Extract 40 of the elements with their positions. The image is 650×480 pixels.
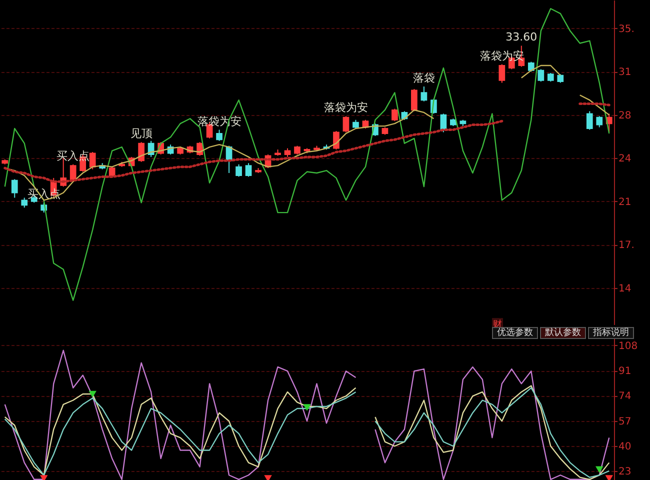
candlestick [342,116,350,133]
candlestick [11,178,18,198]
text: 落袋为安 [324,101,368,114]
candlestick [596,116,603,128]
annotation: 默认参数 [540,327,586,339]
y-tick-label: 24 [618,154,632,165]
candlestick [236,164,242,178]
candlestick [420,86,428,102]
annotation: 指标说明 [588,327,634,339]
point [596,466,604,473]
candlestick [216,129,222,142]
candlestick [411,88,418,112]
y-tick-label: 35. [618,24,634,35]
y-tick-label: 108 [618,340,638,352]
y-tick-label: 74 [618,391,632,402]
candlestick [138,142,144,162]
text: 见顶 [130,127,152,140]
y-tick-label: 23 [618,466,632,478]
point [303,404,311,411]
candlestick [538,68,544,82]
y-tick-label: 21 [618,196,632,208]
candlestick [392,108,398,122]
text: 落袋 [412,72,435,84]
candlestick [528,61,534,72]
y-tick-label: 14 [618,283,632,294]
candlestick [21,197,28,208]
line-series [4,8,610,301]
point [88,390,96,398]
candlestick [586,110,593,130]
y-tick-label: 17. [618,240,634,252]
text: 33.60 [506,30,538,44]
candlestick [333,130,340,150]
candlestick [498,64,506,84]
y-tick-label: 57 [618,416,632,428]
y-tick-label: 91 [618,366,632,378]
candlestick [245,162,252,178]
y-tick-label: 31 [618,67,632,78]
y-tick-label: 40 [618,441,632,452]
candlestick [89,151,96,170]
y-tick-label: 28 [618,110,632,122]
